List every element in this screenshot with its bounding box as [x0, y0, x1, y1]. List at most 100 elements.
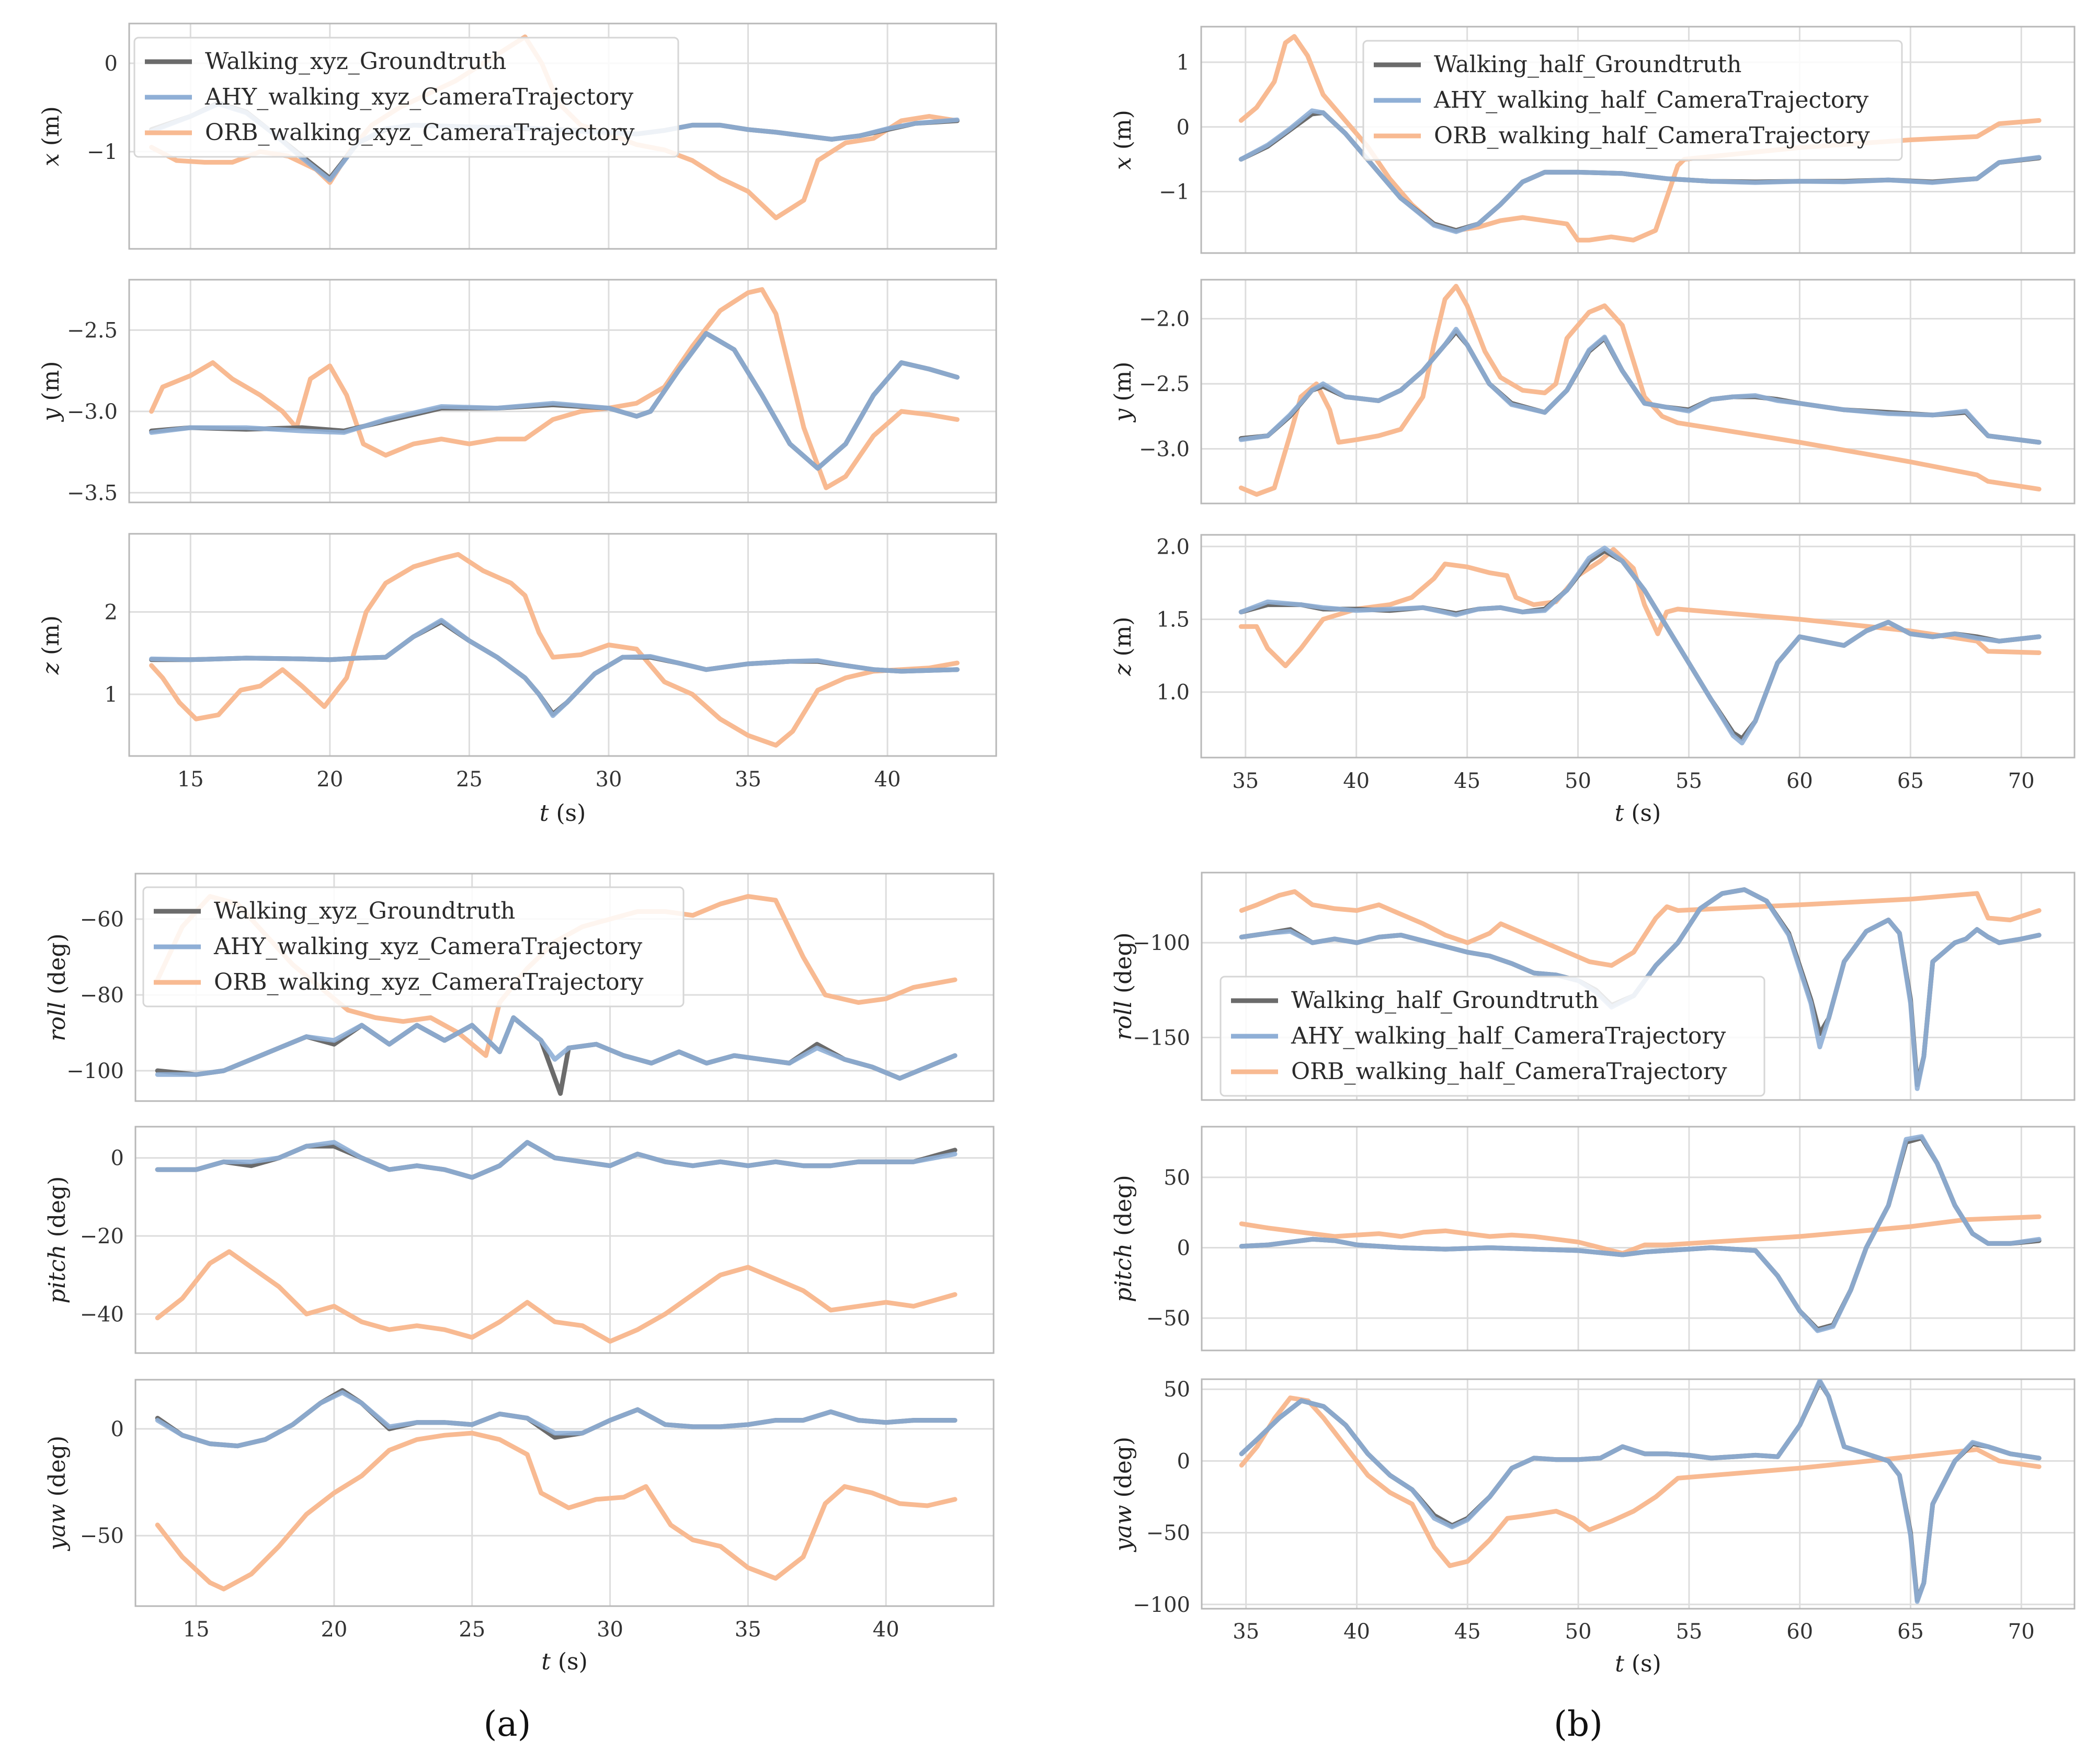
x-tick-label: 60 [1786, 1620, 1813, 1644]
legend-entry: ORB_walking_xyz_CameraTrajectory [205, 119, 635, 146]
legend-entry: ORB_walking_half_CameraTrajectory [1434, 122, 1870, 149]
subplot-yaw: 0 −50 yaw (deg) [44, 1379, 995, 1607]
y-axis-label: y (m) [38, 361, 64, 422]
legend-entry: Walking_half_Groundtruth [1291, 987, 1599, 1014]
x-tick-label: 60 [1786, 769, 1813, 793]
legend-box [142, 886, 685, 1007]
legend-box [1219, 976, 1765, 1097]
series-line-orb [1239, 889, 2042, 968]
y-axis-var: yaw [44, 1504, 71, 1551]
y-tick-label: 0 [1177, 1236, 1190, 1260]
x-tick-label: 40 [873, 1618, 899, 1642]
y-tick-label: 1.5 [1156, 608, 1190, 632]
plot-area [1201, 535, 2074, 758]
y-tick-label: −3.0 [1139, 437, 1190, 461]
series-line-orb [1239, 1395, 2042, 1568]
y-axis-unit: (deg) [44, 933, 71, 1002]
y-tick-label: 1.0 [1156, 681, 1190, 705]
y-axis-label: pitch (deg) [1110, 1175, 1137, 1302]
y-tick-label: −1 [87, 140, 118, 164]
x-tick-label: 35 [1233, 1620, 1259, 1644]
y-axis-label: x (m) [1110, 110, 1136, 170]
plot-frame [134, 1126, 995, 1354]
y-axis-var: z [1110, 663, 1136, 677]
legend: Walking_xyz_Groundtruth AHY_walking_xyz_C… [142, 886, 685, 1007]
plot-frame [1201, 1378, 2076, 1610]
legend-entry: AHY_walking_xyz_CameraTrajectory [213, 933, 642, 960]
plot-frame [1200, 534, 2076, 759]
y-axis-unit: (deg) [1110, 1175, 1137, 1243]
x-axis-label: t (s) [1615, 800, 1661, 827]
legend-entry: AHY_walking_xyz_CameraTrajectory [204, 84, 633, 110]
y-axis-var: roll [1110, 1001, 1137, 1040]
x-axis-var: t [1615, 1651, 1624, 1677]
x-tick-label: 55 [1675, 1620, 1702, 1644]
x-axis-var: t [540, 800, 549, 827]
plot-frame [128, 533, 997, 757]
legend-box [1362, 40, 1903, 161]
y-tick-label: 1 [1177, 51, 1190, 75]
x-axis-unit: (s) [549, 800, 586, 827]
plot-area [1202, 1127, 2074, 1350]
x-tick-label: 25 [456, 768, 483, 792]
x-axis-label: t (s) [1615, 1651, 1661, 1677]
x-tick-label: 20 [316, 768, 343, 792]
y-tick-label: −80 [80, 983, 124, 1007]
y-tick-label: −60 [80, 908, 124, 932]
series-line-ahy [149, 617, 960, 718]
x-tick-label: 30 [597, 1618, 623, 1642]
y-axis-unit: (m) [1110, 616, 1136, 663]
y-axis-unit: (m) [38, 106, 64, 153]
y-axis-unit: (deg) [44, 1176, 71, 1245]
x-axis-unit: (s) [551, 1648, 588, 1675]
y-tick-label: −100 [66, 1059, 124, 1083]
legend: Walking_xyz_Groundtruth AHY_walking_xyz_C… [133, 37, 679, 158]
series-line-orb [149, 552, 960, 748]
x-axis-label: t (s) [540, 800, 586, 827]
subplot-z: 2 1 z (m) [38, 533, 997, 757]
x-axis-unit: (s) [1624, 1651, 1661, 1677]
y-tick-label: 0 [111, 1147, 124, 1171]
x-tick-label: 70 [2008, 769, 2035, 793]
y-axis-var: y [38, 407, 64, 422]
plot-frame [134, 873, 995, 1102]
y-axis-label: x (m) [38, 106, 64, 166]
y-axis-var: y [1110, 408, 1136, 422]
x-tick-label: 40 [874, 768, 901, 792]
plot-frame [128, 22, 997, 250]
y-axis-label: yaw (deg) [44, 1436, 71, 1551]
legend-entry: ORB_walking_xyz_CameraTrajectory [214, 969, 644, 995]
plot-frame [1201, 872, 2076, 1101]
series-line-ahy [1238, 108, 2042, 234]
series-line-ahy [1239, 1379, 2042, 1604]
subplot-yaw: 50 0 −50 −100 yaw (deg) [1110, 1378, 2076, 1617]
x-tick-label: 35 [735, 768, 761, 792]
series-line-ahy [1239, 1134, 2042, 1333]
y-axis-var: pitch [44, 1244, 71, 1303]
y-axis-var: yaw [1110, 1505, 1137, 1552]
legend: Walking_half_Groundtruth AHY_walking_half… [1362, 40, 1903, 161]
y-tick-label: −2.0 [1139, 307, 1190, 331]
y-tick-label: 2.0 [1156, 535, 1190, 559]
y-tick-label: −1 [1159, 180, 1190, 204]
y-tick-label: −40 [80, 1302, 124, 1326]
y-axis-var: z [38, 662, 64, 675]
subplot-pitch: 50 0 −50 pitch (deg) [1110, 1126, 2076, 1351]
x-tick-label: 15 [177, 768, 204, 792]
y-axis-unit: (m) [38, 615, 64, 662]
plot-frame [1200, 279, 2076, 505]
series-line-orb [1238, 283, 2042, 497]
y-tick-label: 0 [105, 52, 118, 76]
x-tick-label: 30 [596, 768, 622, 792]
plot-area [1202, 1379, 2074, 1609]
y-tick-label: −2.5 [1139, 372, 1190, 396]
y-tick-label: 50 [1164, 1166, 1190, 1190]
legend: Walking_half_Groundtruth AHY_walking_half… [1219, 976, 1765, 1097]
y-tick-label: −50 [1146, 1521, 1190, 1545]
plot-frame [1201, 1126, 2076, 1351]
y-axis-var: x [38, 153, 64, 166]
x-tick-label: 65 [1897, 1620, 1924, 1644]
y-tick-label: 0 [1177, 116, 1190, 140]
y-tick-label: 0 [1177, 1449, 1190, 1473]
